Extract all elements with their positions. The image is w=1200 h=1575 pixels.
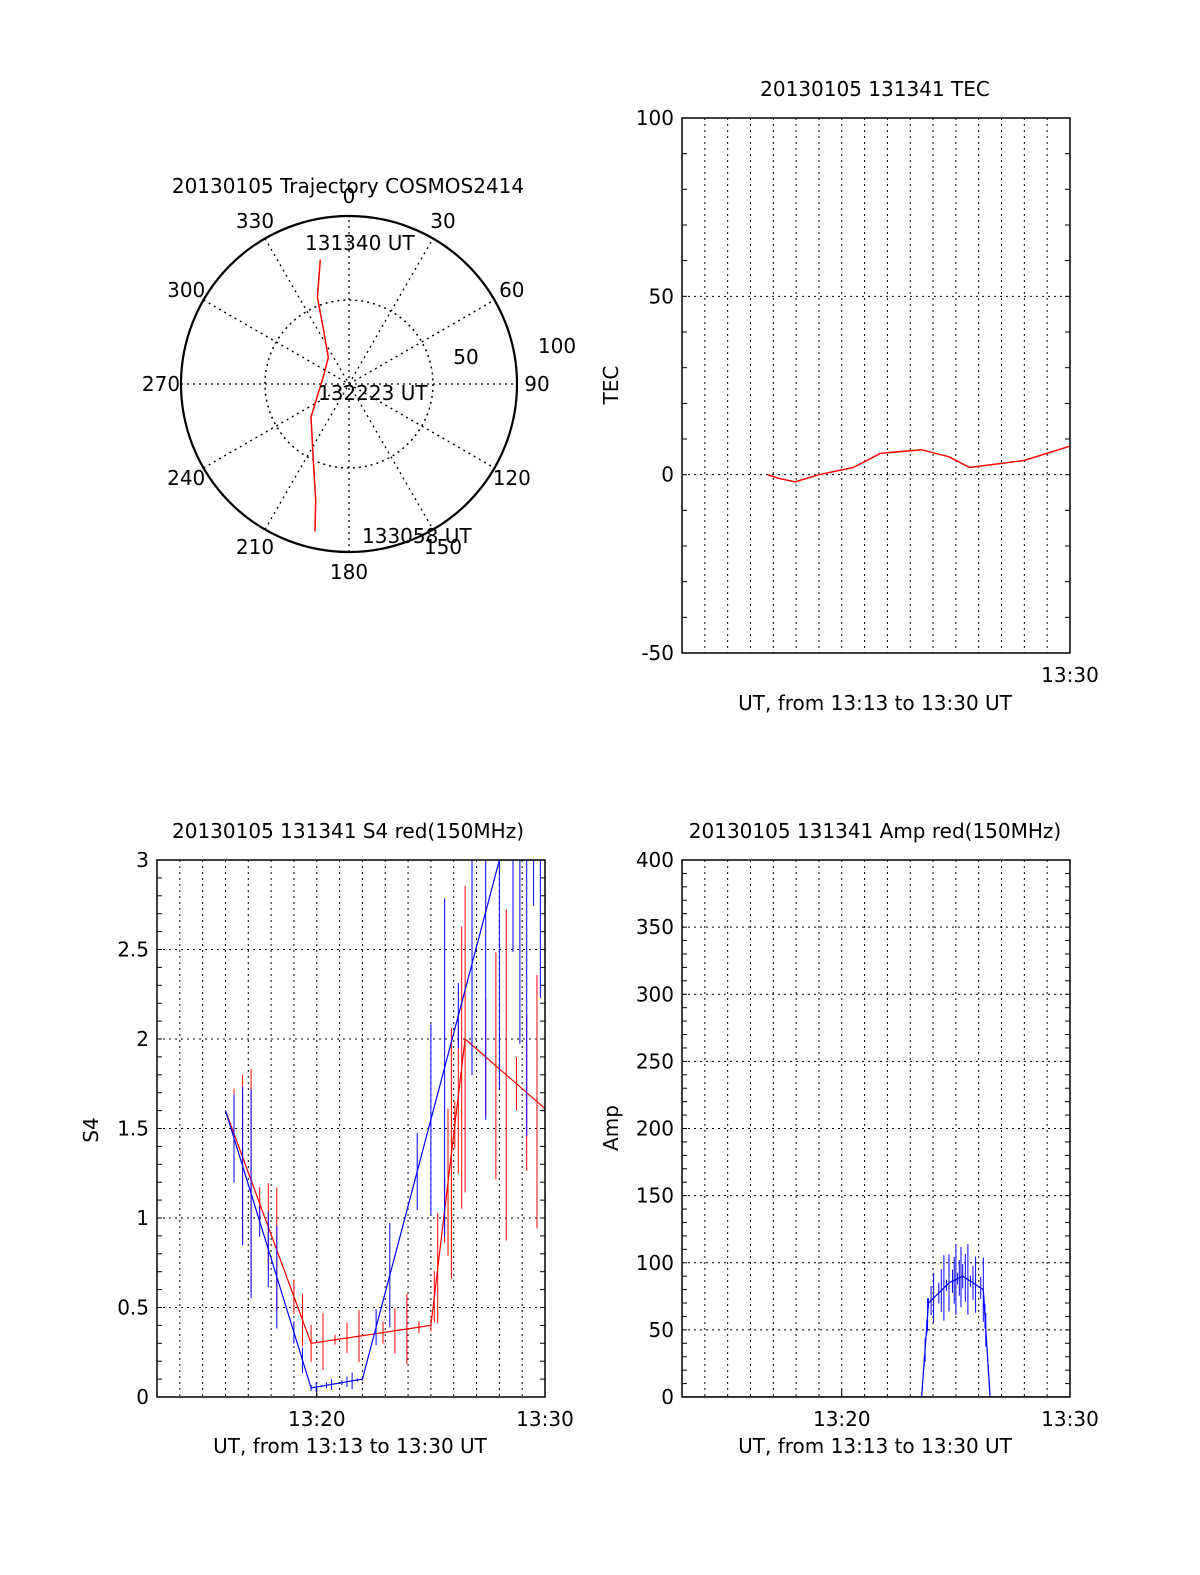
y-tick-label: 0 bbox=[661, 463, 674, 487]
polar-azimuth-label: 270 bbox=[142, 372, 180, 396]
y-tick-label: 250 bbox=[636, 1049, 674, 1073]
polar-title: 20130105 Trajectory COSMOS2414 bbox=[172, 174, 524, 198]
s4-title: 20130105 131341 S4 red(150MHz) bbox=[172, 819, 524, 843]
series-line-1 bbox=[224, 860, 545, 1389]
x-tick-label: 13:20 bbox=[288, 1407, 346, 1431]
polar-azimuth-label: 90 bbox=[524, 372, 549, 396]
x-tick-label: 13:20 bbox=[813, 1407, 871, 1431]
polar-radius-label: 50 bbox=[453, 345, 478, 369]
s4-line-chart: 20130105 131341 S4 red(150MHz) UT, from … bbox=[79, 819, 574, 1458]
series-line-0 bbox=[224, 1037, 545, 1344]
y-tick-label: 0.5 bbox=[117, 1296, 149, 1320]
x-tick-label: 13:30 bbox=[516, 1407, 574, 1431]
y-tick-label: 2 bbox=[136, 1027, 149, 1051]
polar-azimuth-label: 210 bbox=[236, 535, 274, 559]
polar-azimuth-label: 180 bbox=[330, 560, 368, 584]
trajectory-label-mid: 132223 UT bbox=[318, 381, 428, 405]
plot-frame bbox=[156, 859, 546, 1398]
y-tick-label: 2.5 bbox=[117, 938, 149, 962]
trajectory-path bbox=[310, 259, 330, 532]
plot-frame bbox=[681, 859, 1071, 1398]
trajectory-polar-plot: 20130105 Trajectory COSMOS2414 0 30 60 90 12… bbox=[142, 174, 576, 584]
y-tick-label: 150 bbox=[636, 1184, 674, 1208]
polar-radius-label: 100 bbox=[538, 334, 576, 358]
y-tick-label: 100 bbox=[636, 1251, 674, 1275]
polar-azimuth-label: 300 bbox=[167, 278, 205, 302]
y-tick-label: 50 bbox=[649, 284, 674, 308]
polar-azimuth-label: 240 bbox=[167, 466, 205, 490]
tec-title: 20130105 131341 TEC bbox=[760, 77, 990, 101]
y-tick-label: 200 bbox=[636, 1117, 674, 1141]
polar-azimuth-label: 30 bbox=[430, 209, 455, 233]
amp-line-chart: 20130105 131341 Amp red(150MHz) UT, from… bbox=[599, 819, 1099, 1458]
series-group bbox=[682, 1244, 1070, 1397]
amp-ylabel: Amp bbox=[599, 1105, 623, 1151]
polar-azimuth-label: 120 bbox=[493, 466, 531, 490]
y-tick-label: -50 bbox=[641, 641, 674, 665]
y-tick-label: 1.5 bbox=[117, 1117, 149, 1141]
tec-line-chart: 20130105 131341 TEC UT, from 13:13 to 13… bbox=[599, 77, 1099, 715]
amp-xlabel: UT, from 13:13 to 13:30 UT bbox=[738, 1434, 1013, 1458]
plot-frame bbox=[681, 117, 1071, 654]
tec-xlabel: UT, from 13:13 to 13:30 UT bbox=[738, 691, 1013, 715]
s4-ylabel: S4 bbox=[79, 1117, 103, 1142]
trajectory-label-end: 133058 UT bbox=[362, 524, 472, 548]
x-tick-label: 13:30 bbox=[1041, 1407, 1099, 1431]
y-tick-label: 350 bbox=[636, 915, 674, 939]
amp-title: 20130105 131341 Amp red(150MHz) bbox=[689, 819, 1061, 843]
tec-ylabel: TEC bbox=[599, 366, 623, 406]
polar-azimuth-label: 60 bbox=[499, 278, 524, 302]
polar-azimuth-label: 0 bbox=[343, 184, 356, 208]
y-tick-label: 1 bbox=[136, 1206, 149, 1230]
polar-azimuth-label: 150 bbox=[424, 535, 462, 559]
polar-spoke bbox=[264, 238, 434, 530]
y-tick-label: 0 bbox=[136, 1385, 149, 1409]
series-group bbox=[224, 860, 545, 1393]
series-line-0 bbox=[767, 445, 1070, 483]
polar-ring-50 bbox=[264, 299, 434, 469]
y-tick-label: 3 bbox=[136, 848, 149, 872]
s4-xlabel: UT, from 13:13 to 13:30 UT bbox=[213, 1434, 488, 1458]
y-tick-label: 100 bbox=[636, 106, 674, 130]
series-group bbox=[767, 445, 1070, 483]
y-tick-label: 300 bbox=[636, 982, 674, 1006]
y-tick-label: 0 bbox=[661, 1385, 674, 1409]
y-tick-label: 400 bbox=[636, 848, 674, 872]
polar-outer-ring bbox=[179, 214, 519, 554]
series-line-1 bbox=[682, 1275, 1070, 1397]
trajectory-label-start: 131340 UT bbox=[305, 231, 415, 255]
polar-azimuth-label: 330 bbox=[236, 209, 274, 233]
x-tick-label: 13:30 bbox=[1041, 663, 1099, 687]
y-tick-label: 50 bbox=[649, 1318, 674, 1342]
